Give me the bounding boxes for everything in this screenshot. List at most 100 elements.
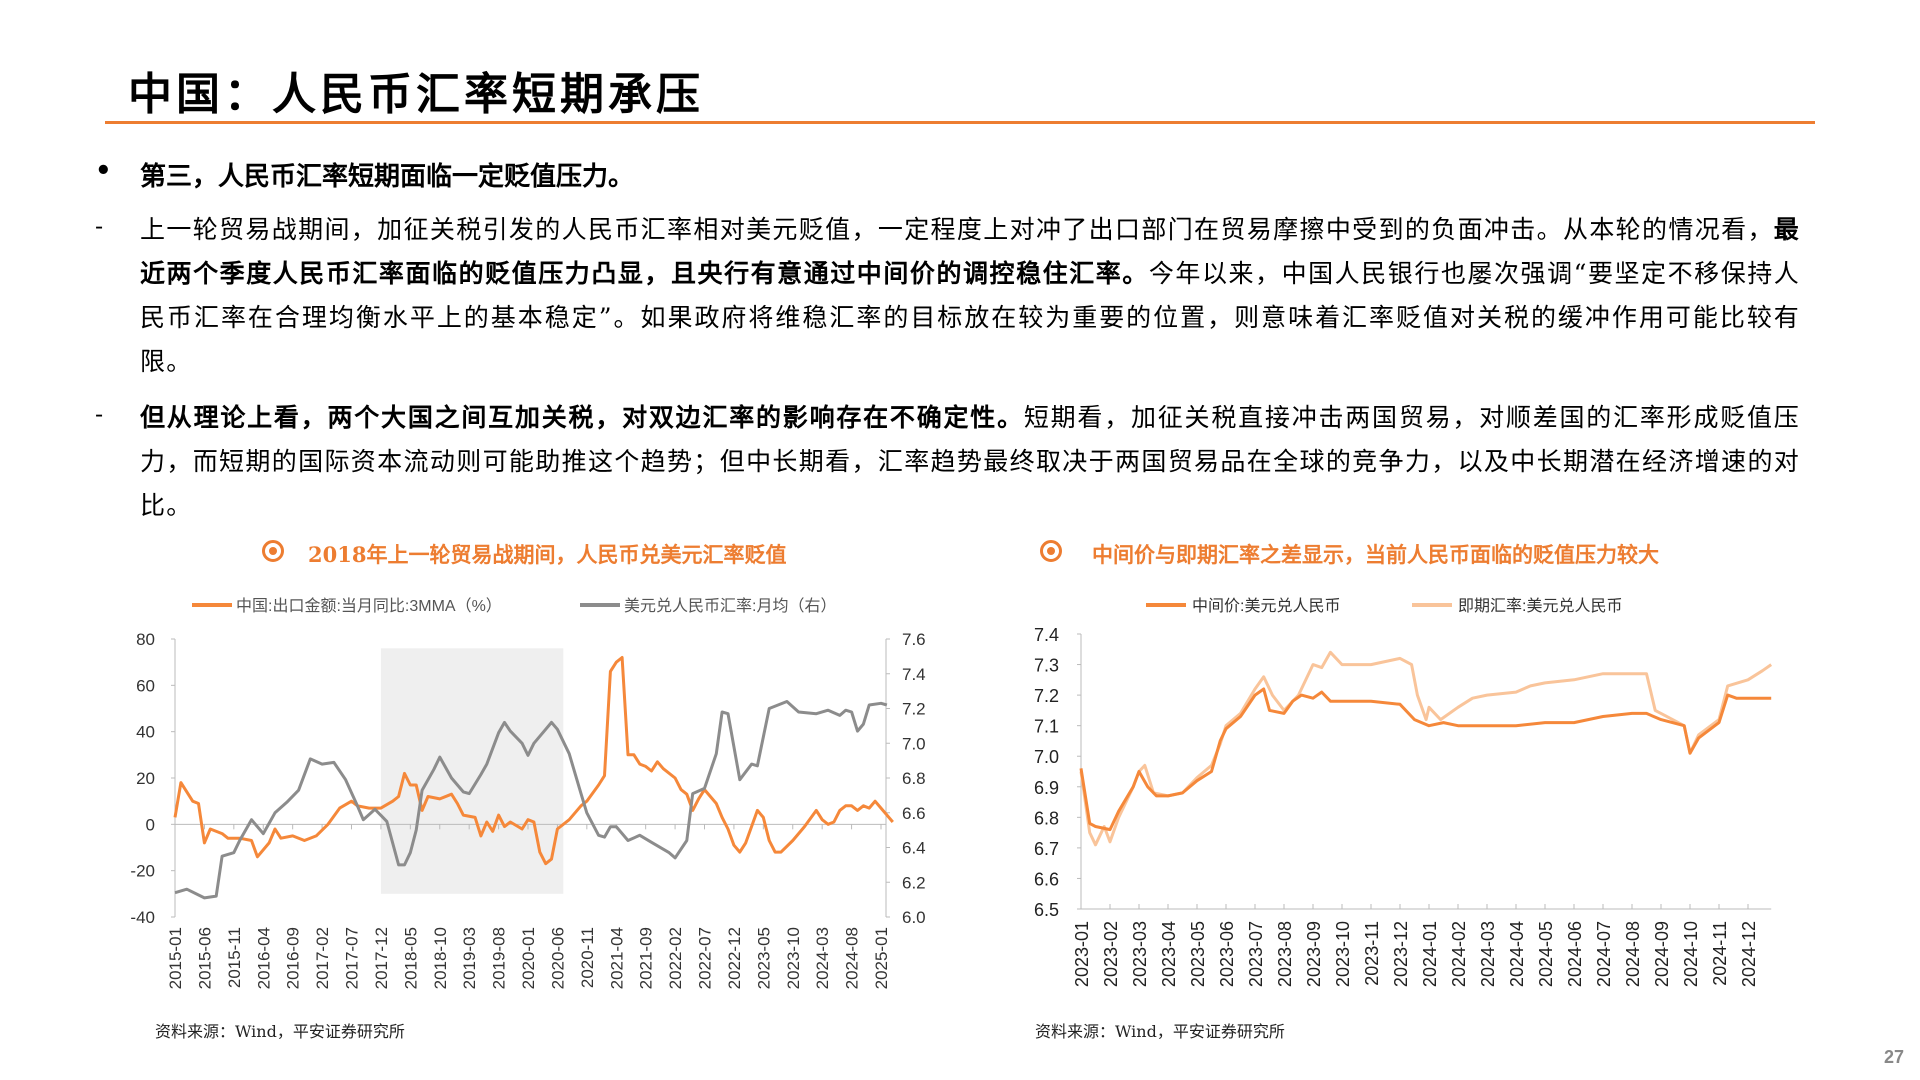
x-tick-label: 2017-12: [372, 927, 391, 989]
x-tick-label: 2023-09: [1304, 921, 1324, 987]
paragraph-1-text-a: 上一轮贸易战期间，加征关税引发的人民币汇率相对美元贬值，一定程度上对冲了出口部门…: [140, 215, 1774, 244]
y-left-tick-label: 20: [136, 769, 155, 788]
x-tick-label: 2017-02: [313, 927, 332, 989]
x-tick-label: 2023-12: [1391, 921, 1411, 987]
x-tick-label: 2025-01: [872, 927, 891, 989]
y-tick-label: 7.3: [1034, 656, 1059, 676]
x-tick-label: 2021-09: [637, 927, 656, 989]
y-right-tick-label: 7.6: [902, 630, 926, 649]
x-tick-label: 2024-07: [1594, 921, 1614, 987]
y-right-tick-label: 6.6: [902, 804, 926, 823]
paragraph-2-emphasis: 但从理论上看，两个大国之间互加关税，对双边汇率的影响存在不确定性。: [140, 403, 1024, 432]
y-left-tick-label: -40: [130, 908, 155, 927]
series-spot-line: [1079, 650, 1773, 847]
y-tick-label: 7.0: [1034, 747, 1059, 767]
legend-label: 即期汇率:美元兑人民币: [1458, 597, 1622, 615]
chart-1-title: 2018年上一轮贸易战期间，人民币兑美元汇率贬值: [308, 542, 787, 567]
x-tick-label: 2021-04: [607, 927, 626, 989]
x-tick-label: 2023-07: [1246, 921, 1266, 987]
paragraph-1: 上一轮贸易战期间，加征关税引发的人民币汇率相对美元贬值，一定程度上对冲了出口部门…: [140, 208, 1800, 384]
x-tick-label: 2023-10: [1333, 921, 1353, 987]
y-left-tick-label: 60: [136, 676, 155, 695]
x-tick-label: 2024-01: [1420, 921, 1440, 987]
page-title: 中国：人民币汇率短期承压: [128, 69, 704, 120]
radio-bullet-icon: [1040, 540, 1062, 562]
y-right-tick-label: 6.4: [902, 839, 926, 858]
bullet-icon: •: [95, 156, 112, 186]
x-tick-label: 2024-09: [1652, 921, 1672, 987]
x-tick-label: 2023-10: [784, 927, 803, 989]
paragraph-1-emphasis: 最近两个季度人民币汇率面临的贬值压力凸显，且央行有意通过中间价的调控稳住汇率。: [140, 215, 1800, 288]
x-tick-label: 2019-08: [490, 927, 509, 989]
dash-marker: -: [95, 212, 104, 240]
x-tick-label: 2024-08: [843, 927, 862, 989]
page-number: 27: [1884, 1047, 1905, 1067]
chart-2-title: 中间价与即期汇率之差显示，当前人民币面临的贬值压力较大: [1092, 542, 1659, 567]
x-tick-label: 2018-10: [431, 927, 450, 989]
paragraph-2: 但从理论上看，两个大国之间互加关税，对双边汇率的影响存在不确定性。短期看，加征关…: [140, 396, 1800, 528]
legend-label: 中间价:美元兑人民币: [1192, 597, 1340, 615]
x-tick-label: 2022-07: [696, 927, 715, 989]
y-right-tick-label: 7.2: [902, 700, 926, 719]
x-tick-label: 2024-04: [1507, 921, 1527, 987]
x-tick-label: 2024-03: [1478, 921, 1498, 987]
y-tick-label: 6.6: [1034, 869, 1059, 889]
y-tick-label: 6.8: [1034, 808, 1059, 828]
y-right-tick-label: 6.2: [902, 873, 926, 892]
y-tick-label: 7.4: [1034, 625, 1059, 645]
x-tick-label: 2024-08: [1623, 921, 1643, 987]
x-tick-label: 2024-05: [1536, 921, 1556, 987]
x-tick-label: 2023-05: [754, 927, 773, 989]
x-tick-label: 2024-10: [1681, 921, 1701, 987]
source-note-left: 资料来源：Wind，平安证券研究所: [155, 1022, 405, 1041]
x-tick-label: 2016-04: [254, 927, 273, 989]
y-left-tick-label: -20: [130, 862, 155, 881]
x-tick-label: 2024-06: [1565, 921, 1585, 987]
y-tick-label: 6.5: [1034, 900, 1059, 920]
x-tick-label: 2018-05: [401, 927, 420, 989]
y-tick-label: 7.2: [1034, 686, 1059, 706]
x-tick-label: 2020-11: [578, 927, 597, 988]
x-tick-label: 2019-03: [460, 927, 479, 989]
x-tick-label: 2020-06: [548, 927, 567, 989]
x-tick-label: 2023-02: [1101, 921, 1121, 987]
paragraph-2-text: 短期看，加征关税直接冲击两国贸易，对顺差国的汇率形成贬值压力，而短期的国际资本流…: [140, 403, 1800, 520]
x-tick-label: 2024-11: [1710, 921, 1730, 986]
y-right-tick-label: 7.4: [902, 665, 926, 684]
x-tick-label: 2015-01: [166, 927, 185, 989]
x-tick-label: 2017-07: [343, 927, 362, 989]
x-tick-label: 2023-03: [1130, 921, 1150, 987]
x-tick-label: 2023-04: [1159, 921, 1179, 987]
y-tick-label: 7.1: [1034, 717, 1059, 737]
legend-label: 美元兑人民币汇率:月均（右）: [624, 597, 836, 615]
y-tick-label: 6.7: [1034, 839, 1059, 859]
series-export-line: [173, 656, 894, 866]
y-left-tick-label: 80: [136, 630, 155, 649]
x-tick-label: 2020-01: [519, 927, 538, 989]
title-divider: [105, 121, 1815, 124]
source-note-right: 资料来源：Wind，平安证券研究所: [1035, 1022, 1285, 1041]
x-tick-label: 2022-12: [725, 927, 744, 989]
x-tick-label: 2023-06: [1217, 921, 1237, 987]
y-right-tick-label: 6.0: [902, 908, 926, 927]
series-usdcny-line: [174, 700, 888, 900]
x-tick-label: 2023-08: [1275, 921, 1295, 987]
y-left-tick-label: 0: [146, 815, 155, 834]
y-tick-label: 6.9: [1034, 778, 1059, 798]
x-tick-label: 2022-02: [666, 927, 685, 989]
dash-marker: -: [95, 400, 104, 428]
x-tick-label: 2023-01: [1072, 921, 1092, 987]
lead-heading: 第三，人民币汇率短期面临一定贬值压力。: [140, 162, 635, 192]
radio-bullet-icon: [262, 540, 284, 562]
y-right-tick-label: 6.8: [902, 769, 926, 788]
x-tick-label: 2015-11: [225, 927, 244, 988]
x-tick-label: 2023-11: [1362, 921, 1382, 986]
x-tick-label: 2024-12: [1739, 921, 1759, 987]
series-fixing-line: [1079, 687, 1772, 832]
x-tick-label: 2016-09: [284, 927, 303, 989]
y-right-tick-label: 7.0: [902, 734, 926, 753]
x-tick-label: 2023-05: [1188, 921, 1208, 987]
paragraph-1-text-b: 今年以来，中国人民银行也屡次强调“要坚定不移保持人民币汇率在合理均衡水平上的基本…: [140, 259, 1800, 376]
y-left-tick-label: 40: [136, 723, 155, 742]
